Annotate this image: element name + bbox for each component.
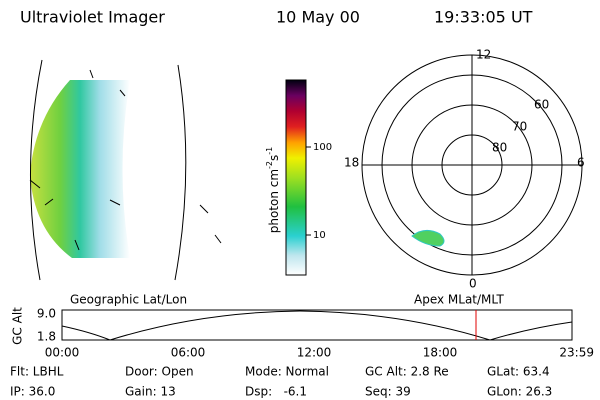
colorbar-label: photon cm-2s-1	[265, 147, 281, 234]
info-field: Mode: Normal	[245, 365, 329, 379]
header: Ultraviolet Imager 10 May 00 19:33:05 UT	[20, 8, 533, 27]
time-label: 18:00	[423, 346, 458, 360]
time-label: 23:59	[559, 346, 594, 360]
mlt-label: 6	[577, 156, 585, 170]
time-label: 12:00	[297, 346, 332, 360]
lat-label: 70	[512, 120, 527, 134]
unit: photon cm	[267, 169, 281, 233]
plot-frame	[61, 309, 573, 341]
info-field: Seq: 39	[365, 385, 411, 399]
info-field: Gain: 13	[125, 385, 176, 399]
time-label: 06:00	[171, 346, 206, 360]
info-field: Flt: LBHL	[10, 365, 64, 379]
axis-label: GC Alt	[11, 307, 25, 345]
aurora	[411, 230, 445, 247]
limb	[29, 59, 43, 281]
info-field: GLon: 26.3	[487, 385, 552, 399]
exponent: -1	[265, 147, 274, 155]
info-panel: Flt: LBHL Door: Open Mode: Normal GC Alt: 2…	[10, 365, 552, 399]
colorbar-scale	[285, 79, 307, 276]
polar-plot: 12 18 6 0 60 70 80	[344, 48, 585, 291]
colorbar-tick-label: 10	[313, 230, 326, 241]
emission	[30, 80, 130, 258]
projection-label: Geographic Lat/Lon	[70, 293, 187, 307]
mlt-label: 12	[476, 48, 491, 62]
y-label: 9.0	[37, 307, 56, 321]
time: 19:33:05 UT	[434, 8, 533, 27]
exponent: -2	[265, 161, 274, 169]
projection-label: Apex MLat/MLT	[414, 293, 504, 307]
date: 10 May 00	[276, 8, 360, 27]
info-field: IP: 36.0	[10, 385, 55, 399]
title: Ultraviolet Imager	[20, 8, 165, 27]
mlt-label: 18	[344, 156, 359, 170]
colorbar-tick-label: 100	[313, 142, 332, 153]
coastlines	[29, 69, 222, 251]
info-field: GLat: 63.4	[487, 365, 550, 379]
altitude-curve	[61, 310, 573, 341]
info-field: Dsp: -6.1	[245, 385, 307, 399]
altitude-plot: GC Alt 9.0 1.8 00:00 06:00 12:00 18:00 2…	[11, 307, 595, 360]
mlt-label: 0	[469, 277, 477, 291]
earth-image	[29, 59, 222, 281]
y-label: 1.8	[37, 330, 56, 344]
info-field: Door: Open	[125, 365, 194, 379]
time-label: 00:00	[45, 346, 80, 360]
lat-label: 80	[492, 141, 507, 155]
meridian	[174, 64, 187, 281]
info-field: GC Alt: 2.8 Re	[365, 365, 449, 379]
unit: s	[267, 155, 281, 161]
lat-label: 60	[534, 98, 549, 112]
colorbar: 100 10 photon cm-2s-1	[265, 79, 332, 276]
